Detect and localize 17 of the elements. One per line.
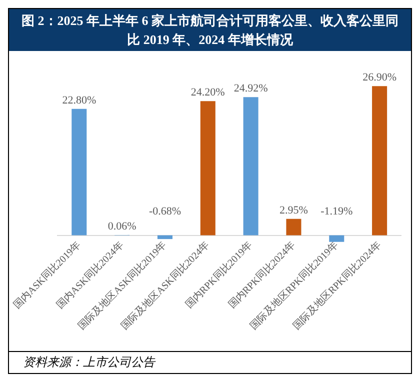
- data-label: -1.19%: [320, 206, 353, 218]
- data-label: 24.20%: [190, 86, 225, 99]
- bar: [157, 235, 172, 240]
- bar: [243, 97, 258, 236]
- bar: [200, 101, 216, 236]
- data-label: 0.06%: [108, 220, 136, 232]
- bar: [72, 108, 87, 236]
- bar: [372, 86, 388, 236]
- data-label: 24.92%: [234, 82, 268, 95]
- bar: [329, 235, 344, 242]
- data-label: 22.80%: [62, 94, 96, 106]
- data-label: 2.95%: [280, 204, 308, 216]
- data-label: 26.90%: [362, 72, 397, 84]
- data-label: -0.68%: [148, 206, 182, 218]
- chart-title: 图 2：2025 年上半年 6 家上市航司合计可用客公里、收入客公里同比 2019 年、2024 年增长情况: [9, 9, 411, 51]
- bar: [286, 218, 302, 236]
- text: 资料来源：上市公司公告: [9, 351, 411, 373]
